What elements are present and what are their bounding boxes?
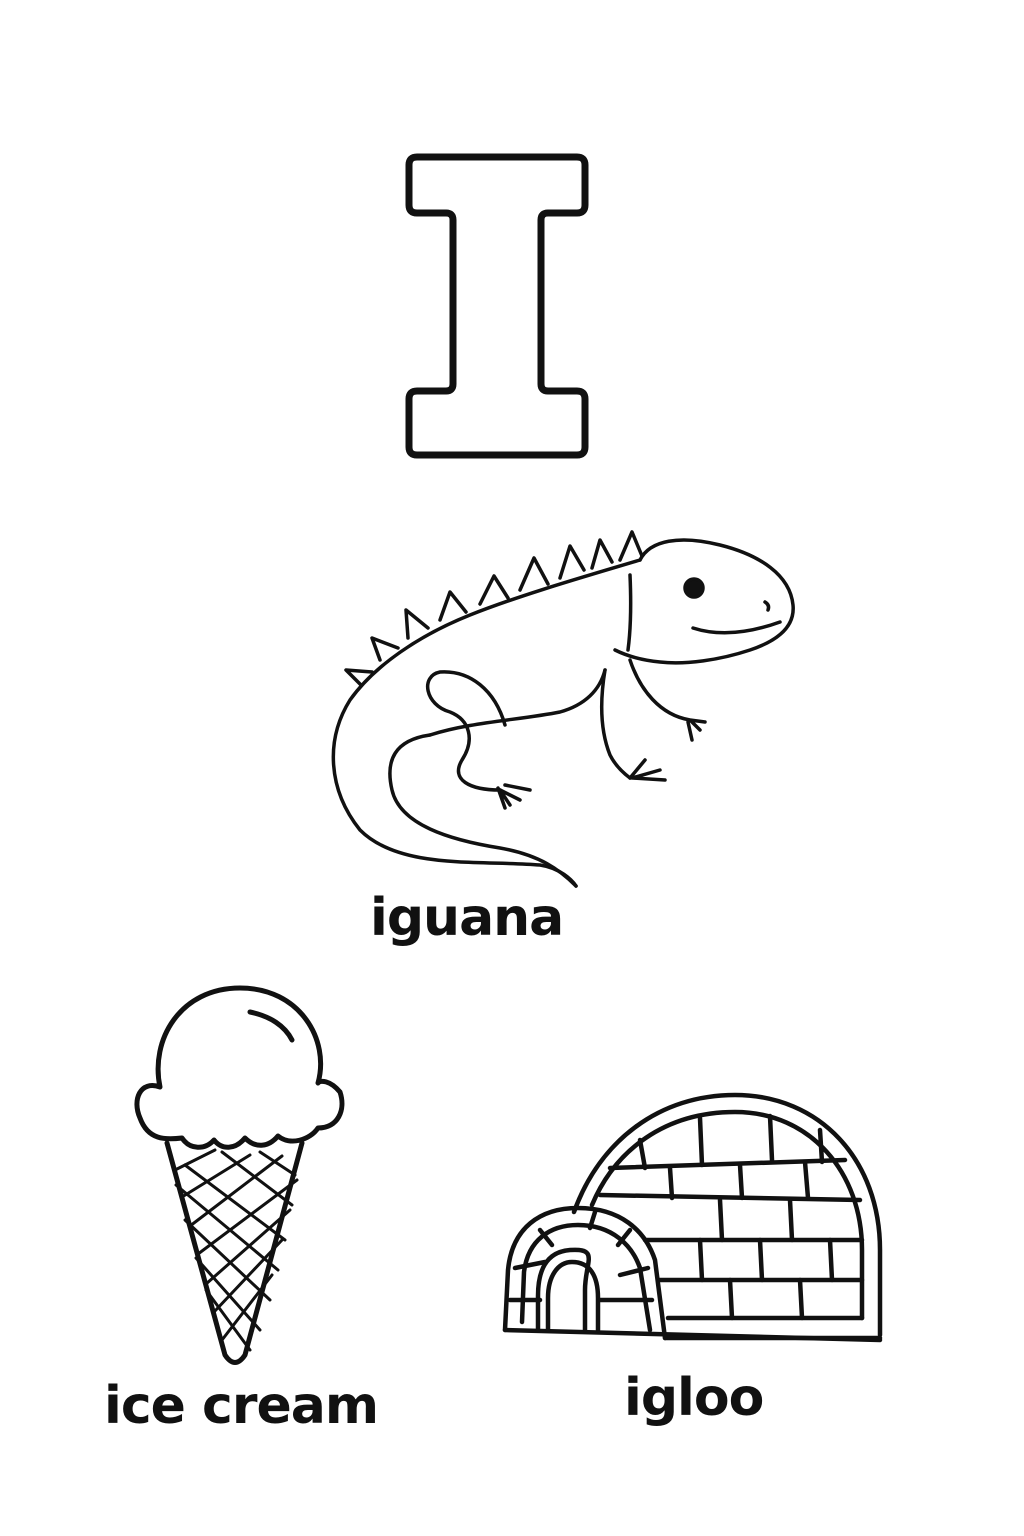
igloo-label: igloo (624, 1368, 764, 1428)
iguana-icon (331, 530, 795, 888)
letter-i-outline: I (405, 153, 589, 459)
iguana-label: iguana (370, 888, 564, 948)
ice-cream-label: ice cream (104, 1376, 379, 1436)
igloo-icon (502, 1092, 883, 1343)
ice-cream-icon (134, 985, 345, 1365)
